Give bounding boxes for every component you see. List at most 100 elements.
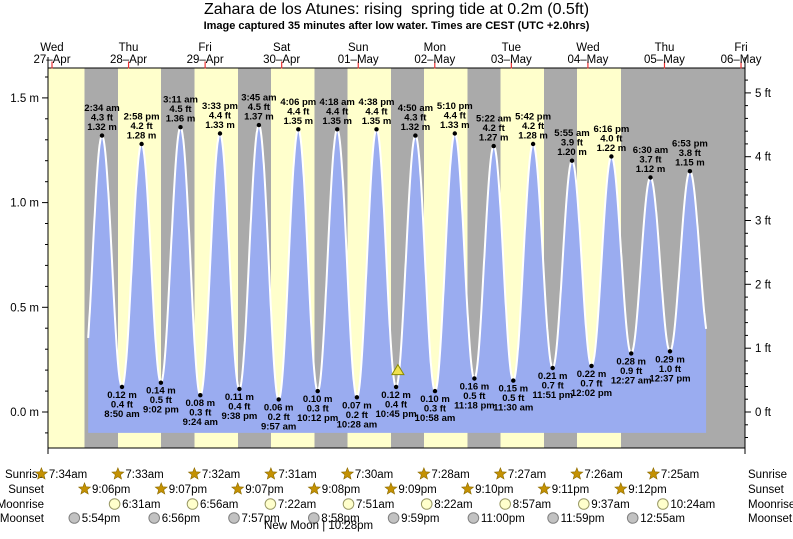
tide-annotation-line: 0.11 m bbox=[225, 392, 254, 403]
low-tide-annotation: 0.12 m0.4 ft8:50 am bbox=[104, 384, 140, 420]
tide-annotation-line: 0.3 ft bbox=[189, 408, 212, 419]
sunrise-time: 7:32am bbox=[202, 469, 240, 481]
tide-annotation-line: 3:33 pm bbox=[202, 101, 238, 112]
moonset-time: 11:00pm bbox=[481, 513, 525, 525]
tide-annotation-line: 12:37 pm bbox=[649, 373, 690, 384]
tide-point-dot bbox=[119, 384, 125, 390]
almanac-row-label-right-sunrise: Sunrise bbox=[748, 469, 787, 481]
day-of-week-label: Fri bbox=[734, 42, 747, 54]
tide-annotation-line: 4.2 ft bbox=[483, 123, 506, 134]
tide-annotation-line: 4.4 ft bbox=[209, 111, 232, 122]
moonrise-icon bbox=[264, 498, 277, 510]
high-tide-annotation: 6:30 am3.7 ft1.12 m bbox=[633, 145, 668, 180]
tide-annotation-line: 4.5 ft bbox=[248, 102, 271, 113]
sunrise-icon bbox=[570, 466, 584, 480]
tide-point-dot bbox=[667, 349, 673, 354]
day-of-week-label: Wed bbox=[40, 42, 63, 54]
sunrise-time: 7:31am bbox=[278, 469, 316, 481]
tide-annotation-line: 0.10 m bbox=[420, 394, 450, 405]
tide-annotation-line: 10:12 pm bbox=[297, 413, 338, 424]
tide-annotation-line: 3:45 am bbox=[241, 93, 276, 104]
tide-point-dot bbox=[530, 141, 536, 147]
high-tide-annotation: 4:50 am4.3 ft1.32 m bbox=[398, 103, 433, 138]
tide-annotation-line: 4.4 ft bbox=[287, 106, 310, 117]
current-tide-marker bbox=[391, 363, 405, 376]
sunrise-time: 7:28am bbox=[431, 469, 469, 481]
date-label: 04–May bbox=[567, 54, 608, 66]
high-tide-annotation: 3:45 am4.5 ft1.37 m bbox=[241, 93, 277, 128]
tide-annotation-line: 1.35 m bbox=[284, 116, 314, 127]
ft-axis-label: 4 ft bbox=[755, 152, 772, 164]
ft-axis-label: 3 ft bbox=[755, 216, 772, 228]
moonset-icon bbox=[626, 512, 639, 524]
tide-point-dot bbox=[178, 125, 183, 130]
sunset-icon bbox=[307, 481, 321, 495]
tide-point-dot bbox=[491, 143, 496, 149]
tide-annotation-line: 1.37 m bbox=[244, 112, 274, 123]
sunset-time: 9:11pm bbox=[552, 484, 590, 496]
moonrise-icon bbox=[578, 498, 590, 510]
high-tide-annotation: 6:16 pm4.0 ft1.22 m bbox=[593, 124, 629, 159]
date-label: 02–May bbox=[414, 54, 455, 66]
tide-annotation-line: 0.9 ft bbox=[620, 366, 643, 377]
sunrise-icon bbox=[264, 466, 278, 480]
sunrise-time: 7:30am bbox=[355, 469, 393, 481]
moonset-icon bbox=[387, 512, 400, 524]
tide-annotation-line: 0.12 m bbox=[107, 390, 137, 401]
tide-annotation-line: 0.21 m bbox=[538, 371, 568, 382]
tide-annotation-line: 8:50 am bbox=[104, 409, 139, 420]
date-label: 29–Apr bbox=[187, 54, 224, 66]
tide-annotation-line: 4.4 ft bbox=[444, 111, 467, 122]
sunrise-icon bbox=[646, 466, 661, 480]
moonset-icon bbox=[308, 512, 320, 524]
tide-point-dot bbox=[511, 378, 516, 383]
tide-annotation-line: 0.5 ft bbox=[463, 391, 486, 402]
moonset-time: 11:59pm bbox=[561, 513, 605, 525]
tide-point-dot bbox=[472, 376, 477, 381]
tide-point-dot bbox=[237, 386, 242, 392]
tide-annotation-line: 11:18 pm bbox=[454, 401, 495, 412]
day-of-week-label: Mon bbox=[424, 42, 446, 54]
tide-annotation-line: 0.07 m bbox=[342, 400, 372, 411]
tide-annotation-line: 1.32 m bbox=[87, 122, 117, 133]
tide-annotation-line: 1.20 m bbox=[557, 147, 587, 158]
ft-axis-label: 0 ft bbox=[755, 407, 772, 419]
tide-annotation-line: 0.12 m bbox=[381, 390, 411, 401]
tide-point-dot bbox=[296, 127, 301, 132]
tide-annotation-line: 1.22 m bbox=[597, 143, 627, 154]
moonrise-icon bbox=[108, 498, 121, 510]
moonset-time: 6:56pm bbox=[162, 513, 200, 525]
tide-annotation-line: 9:02 pm bbox=[143, 405, 179, 416]
high-tide-annotation: 2:34 am4.3 ft1.32 m bbox=[84, 103, 120, 138]
tide-annotation-line: 0.4 ft bbox=[385, 399, 408, 410]
tide-annotation-line: 0.08 m bbox=[186, 398, 216, 409]
sunrise-icon bbox=[493, 466, 508, 480]
tide-point-dot bbox=[217, 131, 223, 136]
tide-annotation-line: 0.4 ft bbox=[228, 402, 251, 413]
tide-annotation-line: 1.27 m bbox=[479, 133, 509, 144]
tide-annotation-line: 1.35 m bbox=[362, 116, 392, 127]
day-of-week-label: Sat bbox=[273, 42, 291, 54]
tide-annotation-line: 1.36 m bbox=[166, 114, 196, 125]
sunset-time: 9:07pm bbox=[245, 484, 283, 496]
day-of-week-label: Fri bbox=[198, 42, 211, 54]
tide-point-dot bbox=[393, 384, 399, 390]
sunrise-time: 7:33am bbox=[125, 469, 163, 481]
tide-annotation-line: 1.28 m bbox=[518, 131, 548, 142]
moonset-icon bbox=[467, 512, 480, 524]
moonset-icon bbox=[68, 512, 81, 524]
high-tide-annotation: 3:33 pm4.4 ft1.33 m bbox=[202, 101, 238, 136]
tide-annotation-line: 5:42 pm bbox=[515, 112, 551, 123]
sunset-time: 9:10pm bbox=[475, 484, 513, 496]
tide-annotation-line: 12:02 pm bbox=[571, 388, 612, 399]
tide-annotation-line: 4.4 ft bbox=[365, 106, 388, 117]
moonset-icon bbox=[228, 512, 240, 524]
tide-point-dot bbox=[589, 363, 594, 369]
sunrise-time: 7:26am bbox=[584, 469, 622, 481]
